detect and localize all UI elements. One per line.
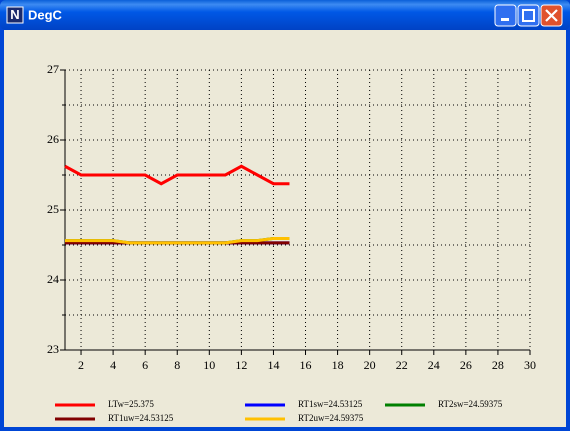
x-tick-label: 26: [460, 358, 472, 372]
legend-label: RT1sw=24.53125: [298, 399, 363, 409]
maximize-button[interactable]: [517, 4, 540, 27]
minimize-glyph: [501, 18, 509, 21]
legend-label: LTw=25.375: [108, 399, 154, 409]
x-tick-label: 18: [332, 358, 344, 372]
x-tick-label: 30: [524, 358, 536, 372]
legend-label: RT2uw=24.59375: [298, 413, 364, 423]
app-icon: [6, 6, 24, 24]
y-tick-label: 24: [47, 272, 59, 286]
series-line: [65, 236, 290, 245]
y-tick-label: 23: [47, 342, 59, 356]
y-tick-label: 27: [47, 62, 59, 76]
x-tick-label: 22: [396, 358, 408, 372]
x-tick-label: 20: [364, 358, 376, 372]
y-tick-label: 26: [47, 132, 59, 146]
series-line: [64, 164, 290, 186]
legend-label: RT2sw=24.59375: [438, 399, 503, 409]
x-tick-label: 14: [267, 358, 279, 372]
client-area: [4, 30, 566, 427]
x-tick-label: 6: [142, 358, 148, 372]
x-tick-label: 28: [492, 358, 504, 372]
title-bar: [0, 0, 570, 30]
x-tick-label: 10: [203, 358, 215, 372]
x-tick-label: 8: [174, 358, 180, 372]
x-tick-label: 16: [300, 358, 312, 372]
maximize-glyph: [522, 9, 535, 22]
app-icon-glyph: N: [10, 7, 19, 22]
minimize-button[interactable]: [494, 4, 517, 27]
x-tick-label: 4: [110, 358, 116, 372]
y-tick-label: 25: [47, 202, 59, 216]
legend-label: RT1uw=24.53125: [108, 413, 174, 423]
x-tick-label: 12: [235, 358, 247, 372]
x-tick-label: 2: [78, 358, 84, 372]
window-title: DegC: [28, 7, 63, 22]
chart: 2 4 6 8 10 12 14 16 18 20 22 24 26 28 302324252627LTw=…: [47, 62, 536, 423]
close-glyph: [545, 9, 558, 22]
x-tick-label: 24: [428, 358, 440, 372]
